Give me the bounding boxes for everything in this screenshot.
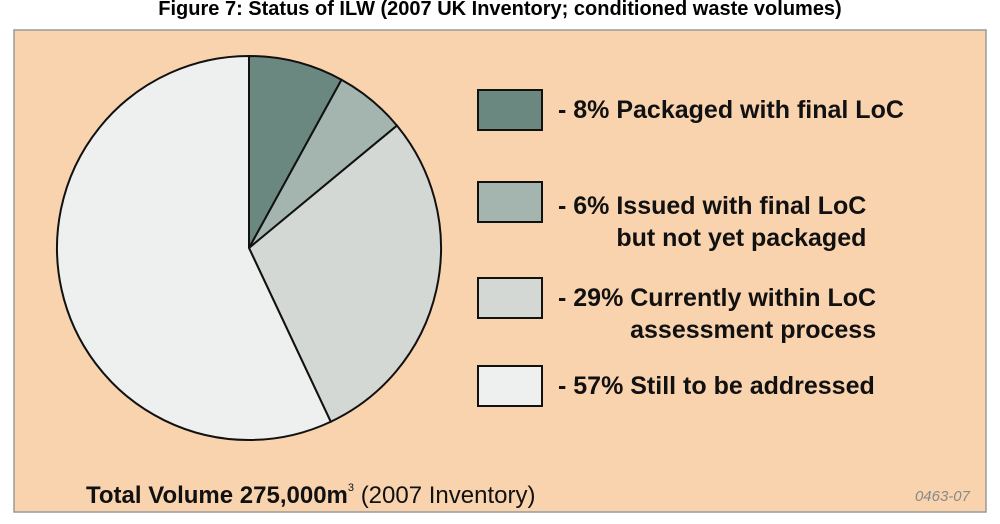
total-note: Total Volume 275,000m3 (2007 Inventory): [86, 482, 535, 510]
legend-swatch: [477, 181, 543, 223]
legend-label: - 6% Issued with final LoC but not yet p…: [558, 192, 867, 252]
legend-label: - 29% Currently within LoC assessment pr…: [558, 284, 877, 344]
total-volume: Total Volume 275,000m: [86, 482, 348, 509]
chart-title: Figure 7: Status of ILW (2007 UK Invento…: [158, 0, 842, 20]
unit-power: 3: [347, 482, 355, 494]
legend-swatch: [477, 89, 543, 131]
legend-swatch: [477, 277, 543, 319]
figure-code: 0463-07: [914, 488, 970, 505]
pie-slice: [248, 54, 343, 249]
pie-slice: [56, 54, 333, 441]
legend-swatch: [477, 365, 543, 407]
legend-label: - 57% Still to be addressed: [558, 372, 875, 400]
legend-label: - 8% Packaged with final LoC: [558, 96, 904, 124]
inventory-note: (2007 Inventory): [360, 482, 536, 509]
